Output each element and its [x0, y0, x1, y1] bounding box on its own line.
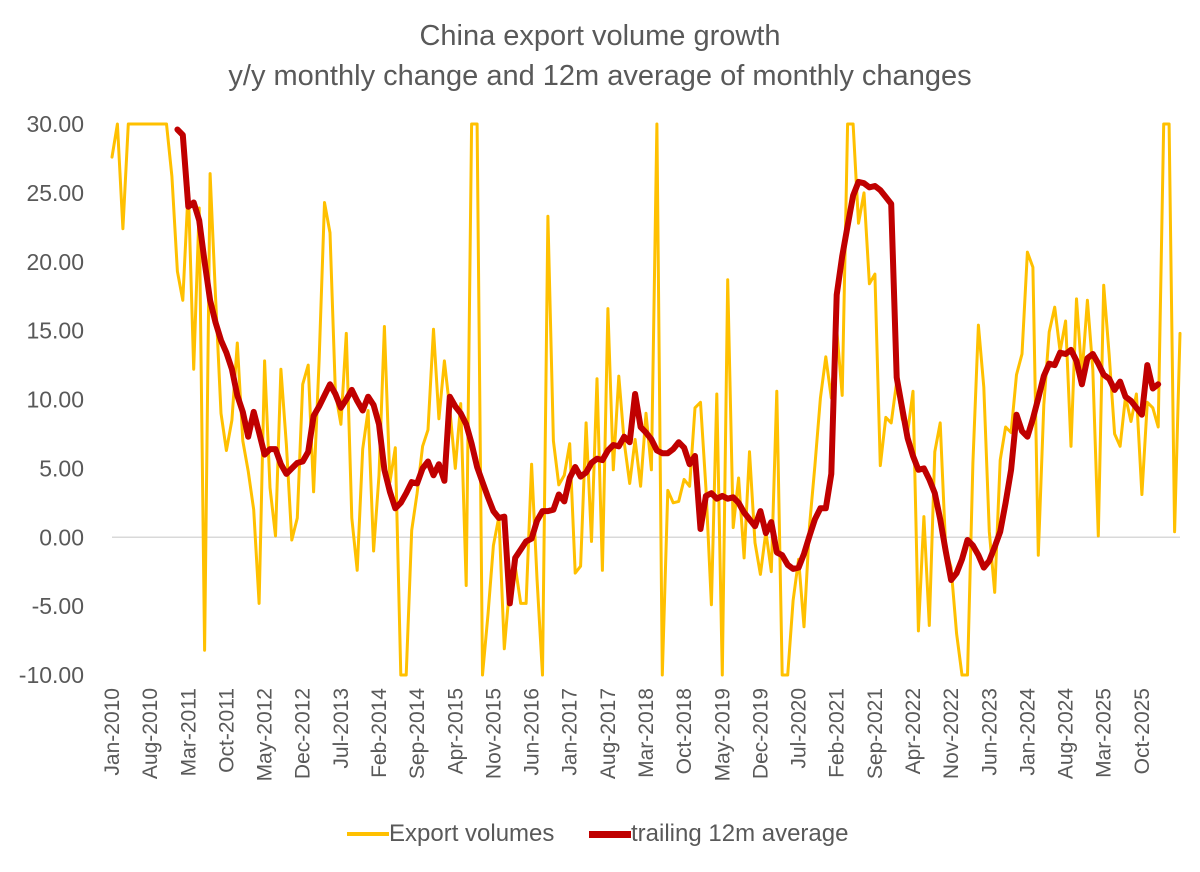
x-tick-label: Jan-2017: [559, 688, 582, 776]
x-tick-label: Nov-2015: [482, 688, 505, 779]
x-tick-label: Sep-2021: [864, 688, 887, 779]
x-tick-label: Nov-2022: [940, 688, 963, 779]
x-tick-label: Jul-2020: [788, 688, 811, 769]
x-tick-label: Jun-2016: [521, 688, 544, 776]
x-tick-label: May-2012: [254, 688, 277, 781]
legend-label-trailing-average: trailing 12m average: [631, 820, 849, 847]
x-tick-label: Mar-2011: [177, 688, 200, 776]
chart-subtitle: y/y monthly change and 12m average of mo…: [228, 60, 972, 92]
legend-label-export-volumes: Export volumes: [389, 820, 555, 847]
x-tick-label: Aug-2024: [1055, 688, 1078, 779]
legend-swatch-trailing-average: [589, 830, 631, 838]
x-tick-label: Jan-2024: [1016, 688, 1039, 776]
series-layer: [110, 122, 1182, 677]
legend: Export volumes trailing 12m average: [0, 820, 1200, 856]
x-axis: Jan-2010 Aug-2010 Mar-2011 Oct-2011 May-2012…: [101, 688, 1154, 782]
x-tick-label: Apr-2015: [444, 688, 467, 774]
x-tick-label: Aug-2010: [139, 688, 162, 779]
y-axis: 30.00 25.00 20.00 15.00 10.00 5.00 0.00 -5.00 -1…: [19, 111, 84, 688]
x-tick-label: Mar-2018: [635, 688, 658, 778]
x-tick-label: Apr-2022: [902, 688, 925, 774]
x-tick-label: Feb-2021: [826, 688, 849, 778]
chart-title: China export volume growth: [419, 20, 781, 52]
x-tick-label: Jul-2013: [330, 688, 353, 769]
y-tick-label: 25.00: [26, 180, 84, 206]
y-tick-label: 5.00: [39, 455, 84, 481]
legend-swatch-export-volumes: [347, 832, 389, 836]
series-line-trailing-average: [174, 126, 1162, 607]
x-tick-label: Feb-2014: [368, 688, 391, 778]
series-line-export-volumes: [110, 122, 1182, 677]
x-tick-label: Oct-2011: [215, 688, 238, 773]
x-tick-label: May-2019: [711, 688, 734, 781]
x-tick-label: Jun-2023: [978, 688, 1001, 776]
y-tick-label: 0.00: [39, 524, 84, 550]
x-tick-label: Mar-2025: [1093, 688, 1116, 778]
y-tick-label: -5.00: [32, 593, 84, 619]
x-tick-label: Sep-2014: [406, 688, 429, 779]
y-tick-label: 15.00: [26, 318, 84, 344]
x-tick-label: Dec-2019: [749, 688, 772, 779]
legend-item-trailing-average: trailing 12m average: [589, 820, 848, 848]
y-tick-label: 30.00: [26, 111, 84, 137]
x-tick-label: Oct-2018: [673, 688, 696, 774]
x-tick-label: Aug-2017: [597, 688, 620, 779]
y-tick-label: 20.00: [26, 249, 84, 275]
legend-item-export-volumes: Export volumes: [347, 820, 554, 848]
y-tick-label: 10.00: [26, 387, 84, 413]
y-tick-label: -10.00: [19, 662, 84, 688]
x-tick-label: Oct-2025: [1131, 688, 1154, 774]
x-tick-label: Dec-2012: [292, 688, 315, 779]
x-tick-label: Jan-2010: [101, 688, 124, 776]
